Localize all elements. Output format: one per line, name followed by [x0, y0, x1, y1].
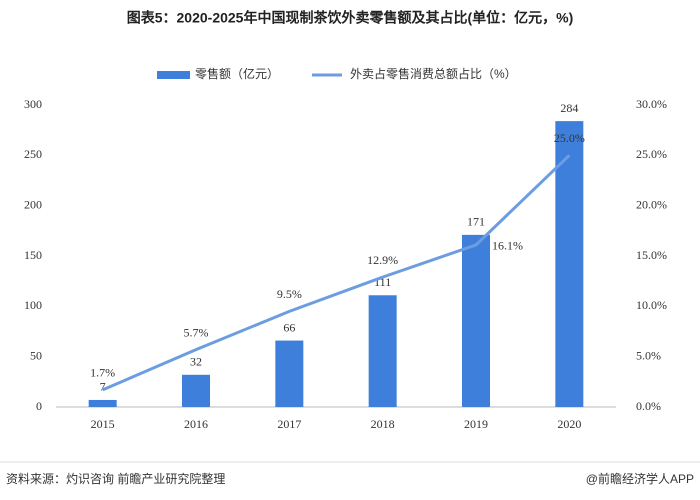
bar	[368, 295, 397, 407]
bar-value-label: 66	[283, 320, 295, 334]
y-tick-label: 250	[24, 147, 42, 161]
bar	[88, 399, 117, 407]
legend-swatch	[157, 71, 190, 79]
y2-tick-label: 25.0%	[636, 147, 667, 161]
line-value-label: 12.9%	[367, 253, 398, 267]
line-value-label: 9.5%	[277, 287, 302, 301]
bar-value-label: 284	[560, 101, 578, 115]
bar-value-label: 32	[190, 355, 202, 369]
x-tick-label: 2015	[91, 417, 115, 431]
y2-tick-label: 30.0%	[636, 97, 667, 111]
x-tick-label: 2018	[371, 417, 395, 431]
y2-tick-label: 0.0%	[636, 399, 661, 413]
bar	[275, 340, 304, 407]
line-value-label: 1.7%	[90, 366, 115, 380]
y2-tick-label: 15.0%	[636, 248, 667, 262]
y-tick-label: 200	[24, 197, 42, 211]
line-value-label: 16.1%	[492, 239, 523, 253]
bar	[555, 121, 584, 408]
source: 资料来源：灼识咨询 前瞻产业研究院整理	[6, 471, 225, 486]
y2-tick-label: 10.0%	[636, 298, 667, 312]
x-tick-label: 2016	[184, 417, 208, 431]
y-tick-label: 300	[24, 97, 42, 111]
line-value-label: 5.7%	[184, 325, 209, 339]
chart-title: 图表5：2020-2025年中国现制茶饮外卖零售额及其占比(单位：亿元，%)	[127, 10, 574, 26]
credit: @前瞻经济学人APP	[586, 471, 694, 486]
x-tick-label: 2017	[277, 417, 301, 431]
x-tick-label: 2020	[557, 417, 581, 431]
y2-tick-label: 20.0%	[636, 197, 667, 211]
y2-tick-label: 5.0%	[636, 348, 661, 362]
bar	[462, 234, 490, 407]
legend-label: 外卖占零售消费总额占比（%）	[350, 66, 517, 81]
x-tick-label: 2019	[464, 417, 488, 431]
bar-value-label: 7	[100, 380, 106, 394]
y-tick-label: 100	[24, 298, 42, 312]
y-tick-label: 0	[36, 399, 42, 413]
line-value-label: 25.0%	[554, 131, 585, 145]
bar	[182, 374, 210, 407]
line	[102, 154, 571, 392]
bar-value-label: 171	[467, 215, 485, 229]
y-tick-label: 50	[30, 348, 42, 362]
legend-label: 零售额（亿元）	[195, 66, 279, 81]
y-tick-label: 150	[24, 248, 42, 262]
